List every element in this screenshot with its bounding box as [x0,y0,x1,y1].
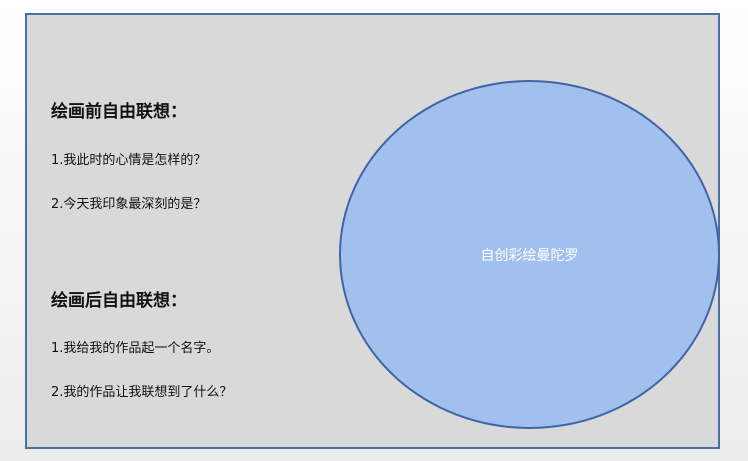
before-question-2: 2.今天我印象最深刻的是？ [51,197,207,212]
after-question-2: 2.我的作品让我联想到了什么？ [51,385,233,400]
mandala-circle: 自创彩绘曼陀罗 [339,80,720,429]
after-drawing-title: 绘画后自由联想： [51,291,187,311]
after-question-1: 1.我给我的作品起一个名字。 [51,341,220,356]
before-drawing-title: 绘画前自由联想： [51,102,187,122]
before-question-1: 1.我此时的心情是怎样的？ [51,153,207,168]
mandala-label: 自创彩绘曼陀罗 [480,248,579,264]
diagram-panel: 绘画前自由联想： 1.我此时的心情是怎样的？ 2.今天我印象最深刻的是？ 绘画后… [25,13,720,449]
